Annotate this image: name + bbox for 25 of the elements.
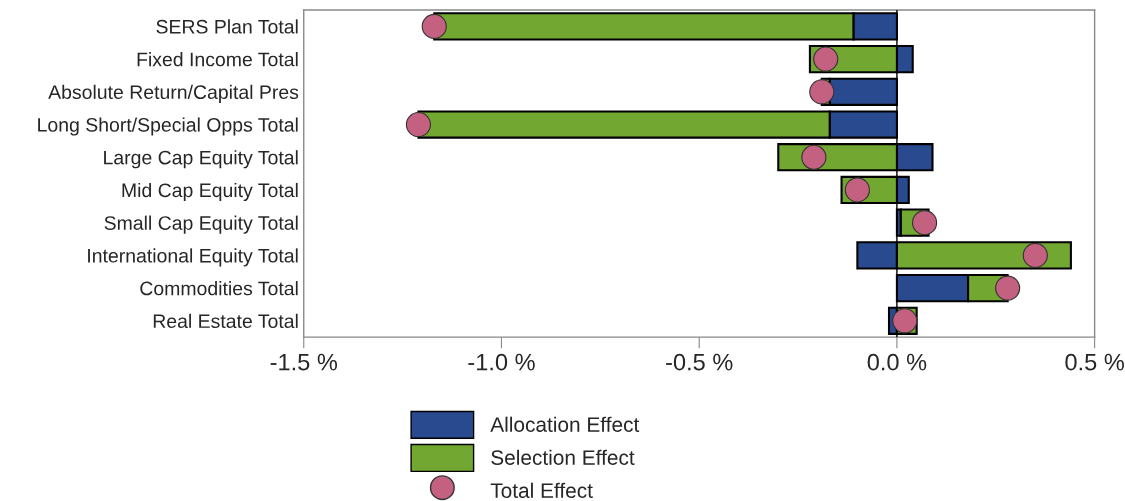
point xyxy=(995,275,1021,301)
legend-label: Selection Effect xyxy=(491,449,635,465)
legend-label: Total Effect xyxy=(490,482,593,498)
y-tick-label: Large Cap Equity Total xyxy=(104,150,298,169)
legend-label: Allocation Effect xyxy=(490,416,640,432)
point xyxy=(405,111,432,138)
y-tick-label: Absolute Return/Capital Pres xyxy=(48,84,299,103)
point xyxy=(809,79,835,105)
y-tick-label: Commodities Total xyxy=(140,281,298,296)
y-tick-label: Long Short/Special Opps Total xyxy=(38,117,298,136)
x-tick-label: 0.0 % xyxy=(867,353,927,371)
y-tick-label: Mid Cap Equity Total xyxy=(122,182,298,202)
point xyxy=(813,46,839,72)
x-tick-label: -1.0 % xyxy=(468,353,535,371)
point xyxy=(421,13,447,39)
y-tick-label: Small Cap Equity Total xyxy=(104,215,298,234)
point xyxy=(1022,242,1048,268)
y-tick-label: Fixed Income Total xyxy=(137,52,298,67)
y-tick-label: Real Estate Total xyxy=(153,313,298,329)
x-tick-label: 0.5 % xyxy=(1065,353,1124,371)
y-tick-label: SERS Plan Total xyxy=(156,19,298,34)
y-tick-label: International Equity Total xyxy=(88,248,298,267)
point xyxy=(801,144,827,170)
x-tick-label: -1.5 % xyxy=(270,353,338,371)
x-tick-label: -0.5 % xyxy=(666,353,733,371)
